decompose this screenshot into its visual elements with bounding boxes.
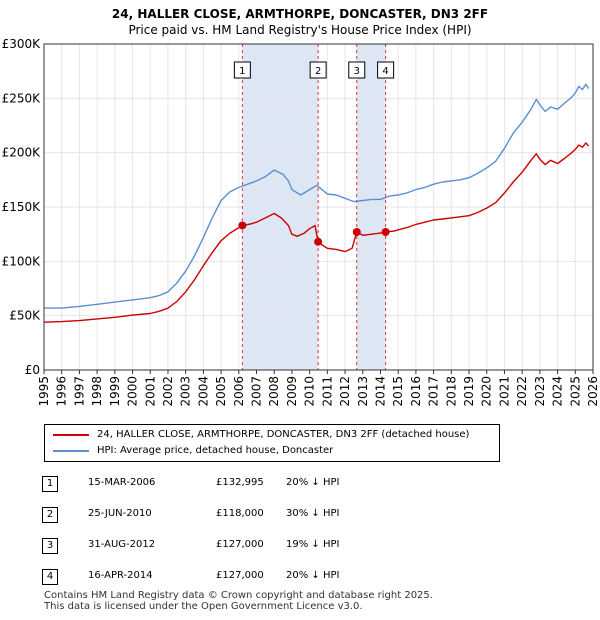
x-tick-label: 1998 <box>90 376 104 407</box>
legend-swatch-hpi <box>53 450 89 452</box>
series-lines <box>43 83 590 323</box>
x-tick-label: 2005 <box>214 376 228 407</box>
x-tick-label: 2017 <box>427 376 441 407</box>
x-tick-label: 2006 <box>232 376 246 407</box>
x-tick-label: 2003 <box>179 376 193 407</box>
x-tick-label: 2020 <box>480 376 494 407</box>
footer-line-copyright: Contains HM Land Registry data © Crown c… <box>44 590 433 601</box>
y-tick-label: £100K <box>2 254 42 268</box>
x-tick-label: 2007 <box>250 376 264 407</box>
x-tick-label: 2011 <box>320 376 334 407</box>
sale-number-labels: 1 2 3 4 <box>233 61 395 79</box>
x-tick-label: 2000 <box>126 376 140 407</box>
chart-subtitle: Price paid vs. HM Land Registry's House … <box>128 23 472 37</box>
x-tick-label: 2014 <box>373 376 387 407</box>
y-tick-label: £250K <box>2 91 42 105</box>
y-tick-label: £50K <box>9 309 41 323</box>
x-tick-label: 1999 <box>108 376 122 407</box>
sale-number-badge: 1 <box>42 476 58 492</box>
x-tick-label: 2008 <box>267 376 281 407</box>
sale-price: £127,000 <box>216 539 264 550</box>
sale-number-box <box>348 61 366 79</box>
sale-number-label: 4 <box>377 61 395 79</box>
sale-hpi-diff: 30% ↓ HPI <box>286 508 340 519</box>
sale-hpi-diff: 20% ↓ HPI <box>286 570 340 581</box>
sale-hpi-diff: 19% ↓ HPI <box>286 539 340 550</box>
sale-point <box>238 221 247 230</box>
sale-number-text: 3 <box>354 66 360 77</box>
x-tick-label: 2013 <box>356 376 370 407</box>
x-tick-label: 2016 <box>409 376 423 407</box>
y-tick-label: £200K <box>2 146 42 160</box>
x-tick-label: 2021 <box>497 376 511 407</box>
footer-attribution: Contains HM Land Registry data © Crown c… <box>44 590 433 612</box>
sale-row: 3 31-AUG-2012 £127,000 19% ↓ HPI <box>40 536 400 556</box>
sale-point <box>381 227 390 236</box>
sale-number-label: 2 <box>309 61 327 79</box>
sale-date-lines <box>241 44 387 370</box>
sale-number-text: 4 <box>382 66 388 77</box>
series-line-hpi <box>44 83 590 309</box>
legend-label-hpi: HPI: Average price, detached house, Donc… <box>97 445 334 456</box>
x-tick-label: 1997 <box>72 376 86 407</box>
sale-price: £132,995 <box>216 477 264 488</box>
x-tick-label: 2026 <box>586 376 600 407</box>
sale-number-box <box>377 61 395 79</box>
footer-line-licence: This data is licensed under the Open Gov… <box>44 601 363 612</box>
sale-number-box <box>233 61 251 79</box>
x-tick-label: 2025 <box>568 376 582 407</box>
sale-row: 4 16-APR-2014 £127,000 20% ↓ HPI <box>40 567 400 587</box>
x-tick-label: 1995 <box>37 376 51 407</box>
x-tick-label: 2004 <box>196 376 210 407</box>
x-tick-label: 2001 <box>143 376 157 407</box>
x-tick-label: 2019 <box>462 376 476 407</box>
x-tick-label: 2012 <box>338 376 352 407</box>
sale-point <box>352 227 361 236</box>
sale-row: 2 25-JUN-2010 £118,000 30% ↓ HPI <box>40 505 400 525</box>
y-tick-label: £150K <box>2 200 42 214</box>
sale-number-text: 2 <box>315 66 321 77</box>
sale-point <box>314 237 323 246</box>
x-tick-label: 2009 <box>285 376 299 407</box>
sale-price: £118,000 <box>216 508 264 519</box>
sale-number-label: 1 <box>233 61 251 79</box>
sale-number-badge: 4 <box>42 569 58 585</box>
sale-date: 25-JUN-2010 <box>88 508 152 519</box>
x-tick-label: 1996 <box>55 376 69 407</box>
plot-frame <box>43 43 594 371</box>
legend-swatch-property <box>53 434 89 436</box>
sale-date: 15-MAR-2006 <box>88 477 156 488</box>
x-tick-label: 2022 <box>515 376 529 407</box>
chart-title: 24, HALLER CLOSE, ARMTHORPE, DONCASTER, … <box>111 7 489 21</box>
y-tick-label: £300K <box>2 37 42 51</box>
x-tick-label: 2023 <box>533 376 547 407</box>
sale-row: 1 15-MAR-2006 £132,995 20% ↓ HPI <box>40 474 400 494</box>
sale-date: 16-APR-2014 <box>88 570 153 581</box>
legend: 24, HALLER CLOSE, ARMTHORPE, DONCASTER, … <box>44 424 500 462</box>
x-tick-label: 2018 <box>444 376 458 407</box>
x-tick-label: 2024 <box>551 376 565 407</box>
x-tick-label: 2010 <box>303 376 317 407</box>
sale-number-text: 1 <box>239 66 245 77</box>
sale-price: £127,000 <box>216 570 264 581</box>
x-tick-label: 2002 <box>161 376 175 407</box>
y-tick-label: £0 <box>25 363 40 377</box>
x-tick-label: 2015 <box>391 376 405 407</box>
sale-number-box <box>309 61 327 79</box>
series-line-property <box>43 142 590 323</box>
sale-points <box>238 221 390 246</box>
sale-number-badge: 2 <box>42 507 58 523</box>
legend-label-property: 24, HALLER CLOSE, ARMTHORPE, DONCASTER, … <box>97 429 470 440</box>
sale-number-badge: 3 <box>42 538 58 554</box>
sale-number-label: 3 <box>348 61 366 79</box>
sale-hpi-diff: 20% ↓ HPI <box>286 477 340 488</box>
sale-date: 31-AUG-2012 <box>88 539 156 550</box>
